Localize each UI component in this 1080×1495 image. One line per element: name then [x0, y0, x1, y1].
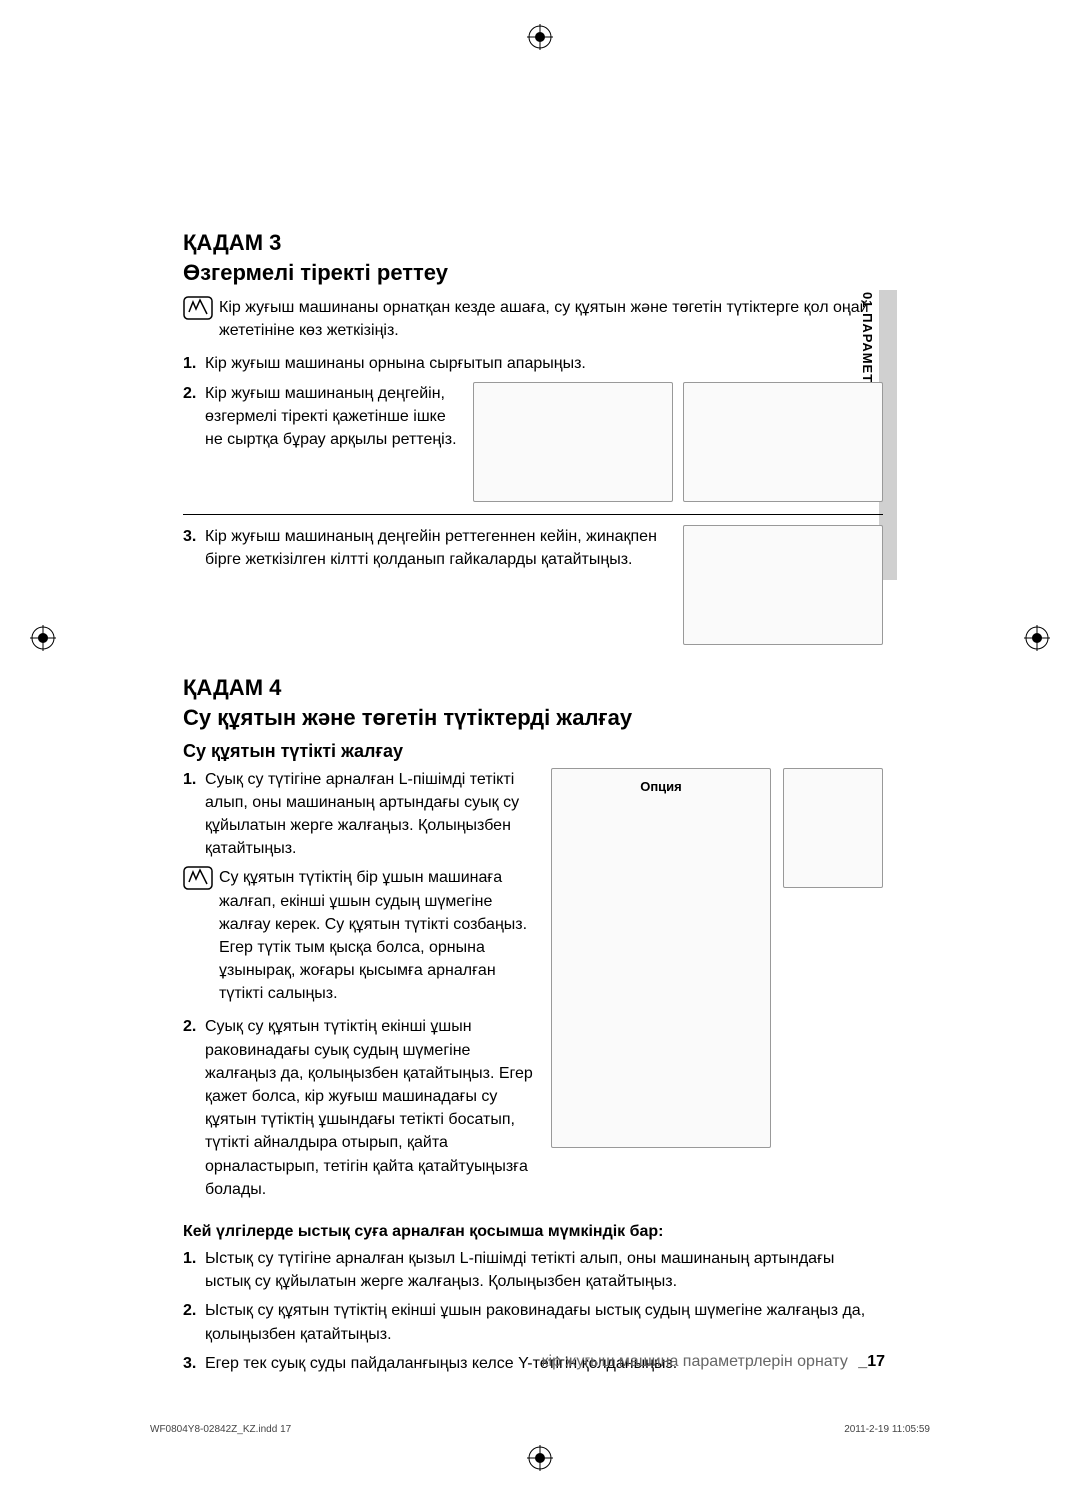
- step3-item-3-text: Кір жуғыш машинаның деңгейін реттегеннен…: [205, 528, 657, 568]
- step4-item-2: 2.Суық су құятын түтіктің екінші ұшын ра…: [183, 1015, 541, 1201]
- step3-block-3: 3.Кір жуғыш машинаның деңгейін реттегенн…: [183, 525, 883, 657]
- step4-subtitle: Су құятын және төгетін түтіктерді жалғау: [183, 705, 883, 731]
- step4-hot-heading: Кей үлгілерде ыстық суға арналған қосымш…: [183, 1223, 883, 1241]
- footer-timestamp: 2011-2-19 11:05:59: [844, 1424, 930, 1435]
- step4-hot-item-2-text: Ыстық су құятын түтіктің екінші ұшын рак…: [205, 1302, 865, 1342]
- step4-item-2-text: Суық су құятын түтіктің екінші ұшын рако…: [205, 1018, 533, 1197]
- footer-running-title: кір жуғыш машина параметрлерін орнату _1…: [542, 1353, 885, 1371]
- step4-figures: Опция: [551, 768, 883, 1148]
- step4-figure-tap: [783, 768, 883, 888]
- step4-subheading: Су құятын түтікті жалғау: [183, 741, 883, 762]
- step4-figure-machine: Опция: [551, 768, 771, 1148]
- step3-figure-2a: [473, 382, 673, 502]
- step3-figure-2b: [683, 382, 883, 502]
- crop-mark-bottom: [527, 1445, 553, 1471]
- step3-item-2-text: Кір жуғыш машинаның деңгейін, өзгермелі …: [205, 385, 457, 448]
- step3-item-1-text: Кір жуғыш машинаны орнына сырғытып апары…: [205, 355, 586, 372]
- step3-note: Кір жуғыш машинаны орнатқан кезде ашаға,…: [183, 296, 883, 342]
- step4-title: ҚАДАМ 4: [183, 675, 883, 701]
- crop-mark-top: [527, 24, 553, 50]
- step3-note-text: Кір жуғыш машинаны орнатқан кезде ашаға,…: [219, 296, 883, 342]
- step4-hot-item-1: 1.Ыстық су түтігіне арналған қызыл L-піш…: [183, 1247, 883, 1293]
- step3-item-1: 1.Кір жуғыш машинаны орнына сырғытып апа…: [183, 352, 883, 375]
- note-icon: [183, 866, 213, 890]
- step4-note-text: Су құятын түтіктің бір ұшын машинаға жал…: [219, 866, 541, 1005]
- step3-figure-3: [683, 525, 883, 645]
- crop-mark-right: [1024, 625, 1050, 651]
- step4-hot-item-1-text: Ыстық су түтігіне арналған қызыл L-пішім…: [205, 1250, 834, 1290]
- step4-option-label: Опция: [552, 779, 770, 794]
- footer-jobfile: WF0804Y8-02842Z_KZ.indd 17: [150, 1424, 291, 1435]
- step4-item-1-text: Суық су түтігіне арналған L-пішімді теті…: [205, 771, 519, 858]
- step3-item-3: 3.Кір жуғыш машинаның деңгейін реттегенн…: [183, 525, 673, 571]
- step3-block-2: 2.Кір жуғыш машинаның деңгейін, өзгермел…: [183, 382, 883, 515]
- crop-mark-left: [30, 625, 56, 651]
- note-icon: [183, 296, 213, 320]
- step3-title: ҚАДАМ 3: [183, 230, 883, 256]
- step3-subtitle: Өзгермелі тіректі реттеу: [183, 260, 883, 286]
- footer-running-text: кір жуғыш машина параметрлерін орнату: [542, 1353, 848, 1370]
- step4-item-1: 1.Суық су түтігіне арналған L-пішімді те…: [183, 768, 541, 861]
- step3-item-2: 2.Кір жуғыш машинаның деңгейін, өзгермел…: [183, 382, 463, 452]
- step4-note: Су құятын түтіктің бір ұшын машинаға жал…: [183, 866, 541, 1005]
- step4-hot-item-2: 2.Ыстық су құятын түтіктің екінші ұшын р…: [183, 1299, 883, 1345]
- footer-page-number: 17: [867, 1353, 885, 1370]
